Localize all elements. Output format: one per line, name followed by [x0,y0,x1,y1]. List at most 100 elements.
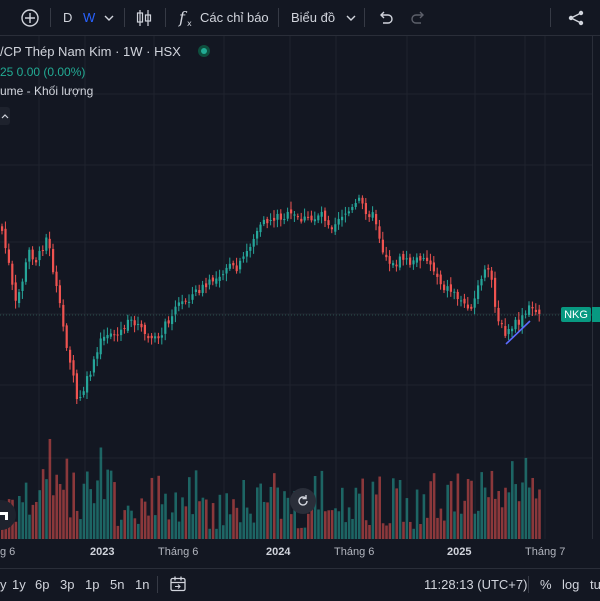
candle-body [11,263,14,285]
candle-body [201,284,204,293]
candle-body [456,291,459,300]
candle-body [249,246,252,251]
auto-scale-button[interactable]: tu [590,576,600,592]
volume-bar [55,474,58,539]
candle-body [99,338,102,355]
candle-body [531,306,534,309]
candle-body [194,289,197,293]
candle-body [395,264,398,267]
share-button[interactable] [567,0,585,35]
volume-bar [460,513,463,539]
range-6p-button[interactable]: 6p [35,576,50,592]
volume-bar [28,514,31,539]
time-axis[interactable]: g 6 2023 Tháng 6 2024 Tháng 6 2025 Tháng… [0,540,600,566]
candle-body [453,291,456,293]
candle-body [477,285,480,300]
clock-timezone[interactable]: 11:28:13 (UTC+7) [424,576,528,592]
candle-body [92,359,95,373]
volume-bar [164,493,167,539]
candle-body [58,285,61,304]
volume-bar [48,438,52,539]
candle-body [361,197,364,204]
candle-body [239,260,242,270]
candle-body [371,212,374,218]
candle-body [4,228,7,249]
volume-bar [86,471,89,539]
candle-body [126,319,129,331]
volume-bar [235,507,239,539]
candle-body [120,329,123,336]
tradingview-logo[interactable] [0,500,16,530]
volume-bar [215,528,218,539]
volume-bar [368,525,371,539]
candle-body [41,250,44,252]
range-button[interactable]: y [0,576,7,592]
price-scale[interactable] [592,36,600,539]
candle-body [276,213,279,220]
volume-bar [415,489,419,539]
chart-pane[interactable] [0,36,592,539]
volume-bar [269,486,273,539]
price-tag-marker [592,307,600,322]
volume-bar [303,527,307,539]
candle-body [218,276,221,281]
range-3p-button[interactable]: 3p [60,576,75,592]
volume-bar [443,520,446,539]
range-5n-button[interactable]: 5n [110,576,125,592]
range-1n-button[interactable]: 1n [135,576,150,592]
volume-bar [483,487,487,539]
undo-button[interactable] [376,0,394,35]
interval-w-button[interactable]: W [83,10,96,25]
interval-dropdown-button[interactable] [103,0,115,35]
goto-date-button[interactable] [169,569,187,599]
add-symbol-button[interactable] [20,0,40,35]
collapse-legend-button[interactable] [0,107,10,125]
volume-bar [388,523,392,539]
volume-bar [154,515,157,539]
volume-bar [160,504,164,539]
volume-bar [137,523,140,539]
chart-style-button[interactable] [135,0,153,35]
price-chart[interactable] [0,36,592,539]
volume-bar [313,476,317,539]
symbol-legend[interactable]: /CP Thép Nam Kim · 1W · HSX [0,44,211,59]
volume-bar [446,484,449,539]
candle-body [157,336,160,339]
volume-bar [140,498,143,539]
candle-body [439,274,442,285]
candle-body [293,214,296,216]
candle-body [375,214,378,225]
range-1y-button[interactable]: 1y [12,576,26,592]
candle-body [514,319,517,330]
volume-bar [24,482,28,539]
candle-body [429,260,432,265]
redo-button[interactable] [410,0,428,35]
candle-body [313,219,316,222]
candle-body [330,227,333,230]
percent-scale-button[interactable]: % [540,576,552,592]
candle-body [460,300,463,302]
log-scale-button[interactable]: log [562,576,580,592]
candle-body [18,292,21,304]
volume-bar [18,495,21,539]
candle-body [7,249,10,263]
volume-bar [283,491,286,539]
reset-icon [298,495,308,506]
candle-body [334,224,337,232]
candle-body [310,215,313,221]
volume-bar [174,492,177,539]
volume-bar [490,470,494,539]
volume-bar [126,505,130,539]
reset-chart-button[interactable] [290,488,316,514]
volume-bar [208,528,211,539]
volume-legend[interactable]: ume - Khối lượng [0,84,94,98]
candle-body [79,397,82,399]
interval-d-button[interactable]: D [63,10,73,25]
chart-type-button[interactable]: Biểu đồ [291,0,357,35]
volume-bar [341,487,344,539]
candle-body [327,220,330,226]
volume-bar [317,509,320,539]
range-1p-button[interactable]: 1p [85,576,100,592]
volume-bar [150,477,154,539]
